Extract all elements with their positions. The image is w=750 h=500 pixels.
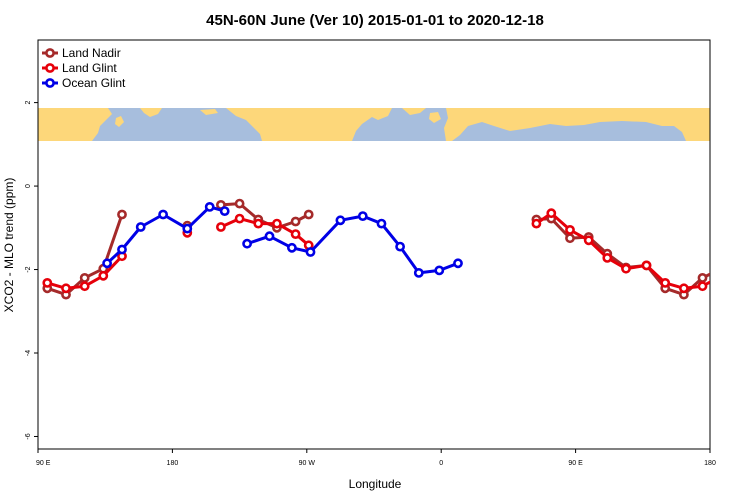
land-kamchatka [140,108,162,117]
data-point [303,209,314,220]
x-tick-label: 0 [439,460,443,467]
data-point [718,272,725,279]
data-point [583,235,594,246]
data-point [264,231,275,242]
data-point [305,247,316,257]
series-line [535,211,710,290]
data-point [117,209,127,220]
data-point [736,211,743,218]
land-aleutian [200,109,218,115]
plot-frame [37,39,711,450]
data-point [117,244,127,255]
land-north-america [226,108,392,141]
legend-item: Land Nadir [42,46,121,60]
data-point [215,222,226,232]
land-europe-asia [444,108,710,141]
x-tick-label: 90 W [299,460,316,467]
data-point [234,213,245,224]
map-band-land [38,108,710,141]
data-point [434,265,445,276]
land-greenland [402,108,426,115]
y-tick-label: 2 [25,101,32,105]
data-point [718,265,725,272]
data-point [271,218,282,229]
y-tick-label: -2 [25,266,32,272]
data-point [219,206,230,216]
legend-swatch-marker [45,78,55,88]
data-point [286,242,297,253]
data-point [376,218,387,229]
data-point [453,258,463,269]
data-point [413,267,424,278]
data-point [357,211,368,221]
legend-label: Land Glint [62,61,117,75]
land-uk [429,112,441,123]
legend-swatch-marker [45,48,55,58]
legend-item: Land Glint [42,61,117,75]
x-tick-label: 90 E [36,460,51,467]
data-point [253,218,264,229]
data-point [721,260,728,267]
data-point [531,218,542,229]
data-point [697,281,708,292]
data-point [641,260,652,271]
data-point [546,208,557,219]
data-point [42,277,53,288]
x-axis: 90 E 180 90 W 0 90 E 180 [36,449,716,467]
y-axis: 2 0 -2 -4 -6 [25,101,38,440]
data-point [660,277,671,288]
data-point [736,253,743,260]
y-tick-label: -4 [25,350,32,356]
data-point [182,223,193,234]
data-point [335,215,346,226]
x-tick-label: 90 E [568,460,583,467]
data-point [204,201,215,212]
series-line [725,227,750,263]
data-point [158,209,168,220]
data-point [79,272,90,283]
data-point [697,272,708,283]
land-asia-east [38,108,112,141]
series-land-nadir [42,198,743,300]
data-point [736,246,743,253]
data-point [565,233,575,244]
data-point [242,238,252,249]
data-point [679,283,689,294]
data-point [61,283,71,294]
series-ocean-glint [102,201,750,278]
data-point [290,229,301,239]
series-land-glint [42,208,743,294]
data-point [98,270,109,281]
legend-label: Ocean Glint [62,76,126,90]
y-tick-label: 0 [25,184,32,188]
legend-label: Land Nadir [62,46,121,60]
data-point [79,281,90,292]
data-point [234,198,245,209]
legend-item: Ocean Glint [42,76,126,90]
x-tick-label: 180 [167,460,179,467]
series-layer [42,198,750,300]
data-point [621,263,631,274]
chart-title: 45N-60N June (Ver 10) 2015-01-01 to 2020… [206,12,544,29]
x-axis-label: Longitude [349,477,402,491]
data-point [135,222,146,232]
map-band [38,108,710,141]
data-point [395,241,405,252]
land-japan [115,116,124,127]
data-point [602,252,613,263]
legend-swatch-marker [45,63,55,73]
y-tick-label: -6 [25,433,32,439]
data-point [290,216,301,227]
data-point [565,224,575,235]
y-axis-label: XCO2 - MLO trend (ppm) [2,178,16,313]
x-tick-label: 180 [704,460,716,467]
data-point [102,258,112,269]
